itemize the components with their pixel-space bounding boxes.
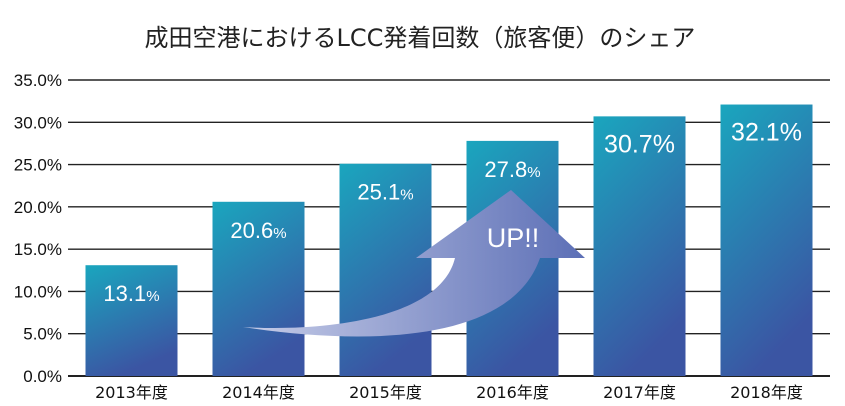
bar-value-label: 32.1% <box>731 119 802 147</box>
y-tick-label: 5.0% <box>23 325 62 344</box>
bar-value-label: 13.1% <box>103 281 159 306</box>
x-category-label: 2015年度 <box>349 383 422 402</box>
y-tick-label: 20.0% <box>14 198 62 217</box>
y-tick-label: 35.0% <box>14 71 62 90</box>
x-category-label: 2017年度 <box>603 383 676 402</box>
chart-title: 成田空港におけるLCC発着回数（旅客便）のシェア <box>145 24 696 52</box>
bar-value-label: 30.7% <box>604 130 675 158</box>
bar <box>212 201 305 376</box>
bar-value-label: 27.8% <box>484 157 540 182</box>
bar <box>720 104 813 377</box>
y-tick-label: 25.0% <box>14 156 62 175</box>
y-axis-ticks: 0.0% 5.0% 10.0% 15.0% 20.0% 25.0% 30.0% 35.0% <box>14 71 62 386</box>
x-category-label: 2016年度 <box>476 383 549 402</box>
y-tick-label: 15.0% <box>14 240 62 259</box>
x-axis-categories: 2013年度 2014年度 2015年度 2016年度 2017年度 2018年度 <box>95 383 803 402</box>
x-category-label: 2013年度 <box>95 383 168 402</box>
x-category-label: 2018年度 <box>730 383 803 402</box>
x-category-label: 2014年度 <box>222 383 295 402</box>
y-tick-label: 30.0% <box>14 113 62 132</box>
y-tick-label: 0.0% <box>23 367 62 386</box>
up-arrow-shape <box>243 190 585 337</box>
y-tick-label: 10.0% <box>14 282 62 301</box>
value-labels: 13.1% 20.6% 25.1% 27.8% 30.7% 32.1% <box>103 119 802 307</box>
up-arrow-label: UP!! <box>487 223 540 253</box>
bar-value-label: 20.6% <box>230 218 286 243</box>
bar <box>593 116 686 376</box>
gridlines <box>68 79 830 377</box>
up-arrow-annotation: UP!! <box>243 190 585 337</box>
bar <box>85 265 178 376</box>
bar <box>339 163 432 376</box>
bar-value-label: 25.1% <box>357 180 413 205</box>
